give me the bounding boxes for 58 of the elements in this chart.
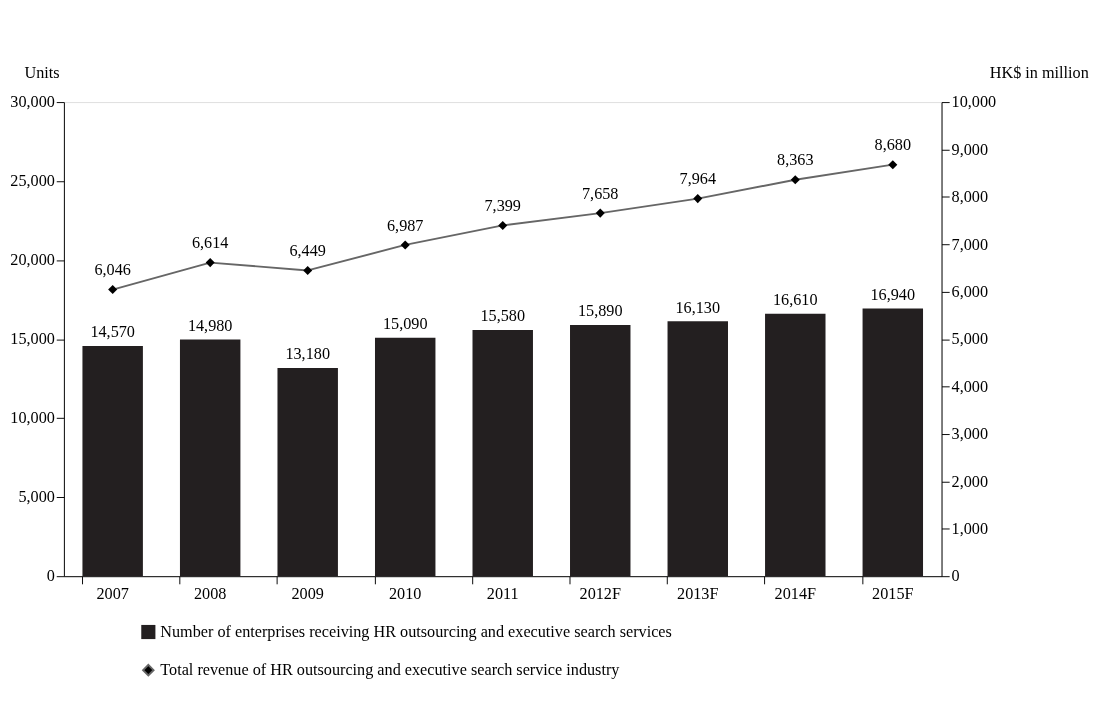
y-tick-label: 10,000 <box>10 409 55 428</box>
data-label: 6,449 <box>289 242 326 261</box>
y2-tick-label: 1,000 <box>951 520 989 539</box>
data-label: 7,399 <box>484 197 521 216</box>
legend-label: Number of enterprises receiving HR outsourcing and executive search services <box>160 622 672 641</box>
data-label: 14,980 <box>187 316 233 335</box>
bar <box>862 308 924 577</box>
y-tick-label: 20,000 <box>10 251 55 270</box>
y2-tick-label: 2,000 <box>951 472 989 491</box>
y2-tick-label: 9,000 <box>951 140 989 159</box>
data-label: 15,890 <box>577 302 623 321</box>
y2-tick-label: 6,000 <box>951 282 989 301</box>
data-label: 7,658 <box>582 184 619 203</box>
bar <box>667 321 728 577</box>
y2-tick-label: 7,000 <box>951 235 989 254</box>
y-tick-label: 25,000 <box>10 172 55 191</box>
data-label: 15,090 <box>382 315 428 334</box>
data-label: 8,363 <box>777 151 814 170</box>
bar <box>82 345 143 577</box>
bar <box>277 367 338 577</box>
data-label: 16,130 <box>675 298 721 317</box>
legend-label: Total revenue of HR outsourcing and executive search service industry <box>160 660 621 679</box>
x-tick-label: 2015F <box>872 584 914 603</box>
data-label: 6,987 <box>386 216 424 235</box>
x-tick-label: 2014F <box>774 584 816 603</box>
x-tick-label: 2011 <box>486 584 519 603</box>
data-label: 8,680 <box>874 136 912 155</box>
y2-axis-title: HK$ in million <box>989 63 1089 82</box>
data-label: 6,046 <box>94 261 131 280</box>
x-tick-label: 2007 <box>96 584 129 603</box>
y-tick-label: 5,000 <box>18 488 55 507</box>
y2-tick-label: 0 <box>951 567 960 586</box>
y2-tick-label: 4,000 <box>951 377 989 396</box>
x-tick-label: 2008 <box>193 584 227 603</box>
data-label: 13,180 <box>285 345 330 364</box>
data-label: 14,570 <box>90 323 135 342</box>
y2-tick-label: 8,000 <box>951 188 989 207</box>
y2-tick-label: 3,000 <box>951 425 989 444</box>
bar <box>765 313 826 577</box>
y-axis-title: Units <box>24 63 60 82</box>
x-tick-label: 2012F <box>579 584 621 603</box>
y2-tick-label: 5,000 <box>951 330 989 349</box>
x-tick-label: 2013F <box>677 584 719 603</box>
bar <box>472 329 533 577</box>
data-label: 15,580 <box>480 307 526 326</box>
bar <box>374 337 436 577</box>
bar <box>570 325 631 577</box>
x-tick-label: 2010 <box>389 584 422 603</box>
data-label: 16,610 <box>773 291 818 310</box>
y-tick-label: 30,000 <box>10 93 55 112</box>
x-tick-label: 2009 <box>291 584 324 603</box>
data-label: 16,940 <box>870 285 916 304</box>
y-tick-label: 15,000 <box>10 330 55 349</box>
y-tick-label: 0 <box>46 567 55 586</box>
data-label: 7,964 <box>679 170 716 189</box>
data-label: 6,614 <box>191 234 229 253</box>
bar <box>179 339 241 577</box>
y2-tick-label: 10,000 <box>951 93 997 112</box>
